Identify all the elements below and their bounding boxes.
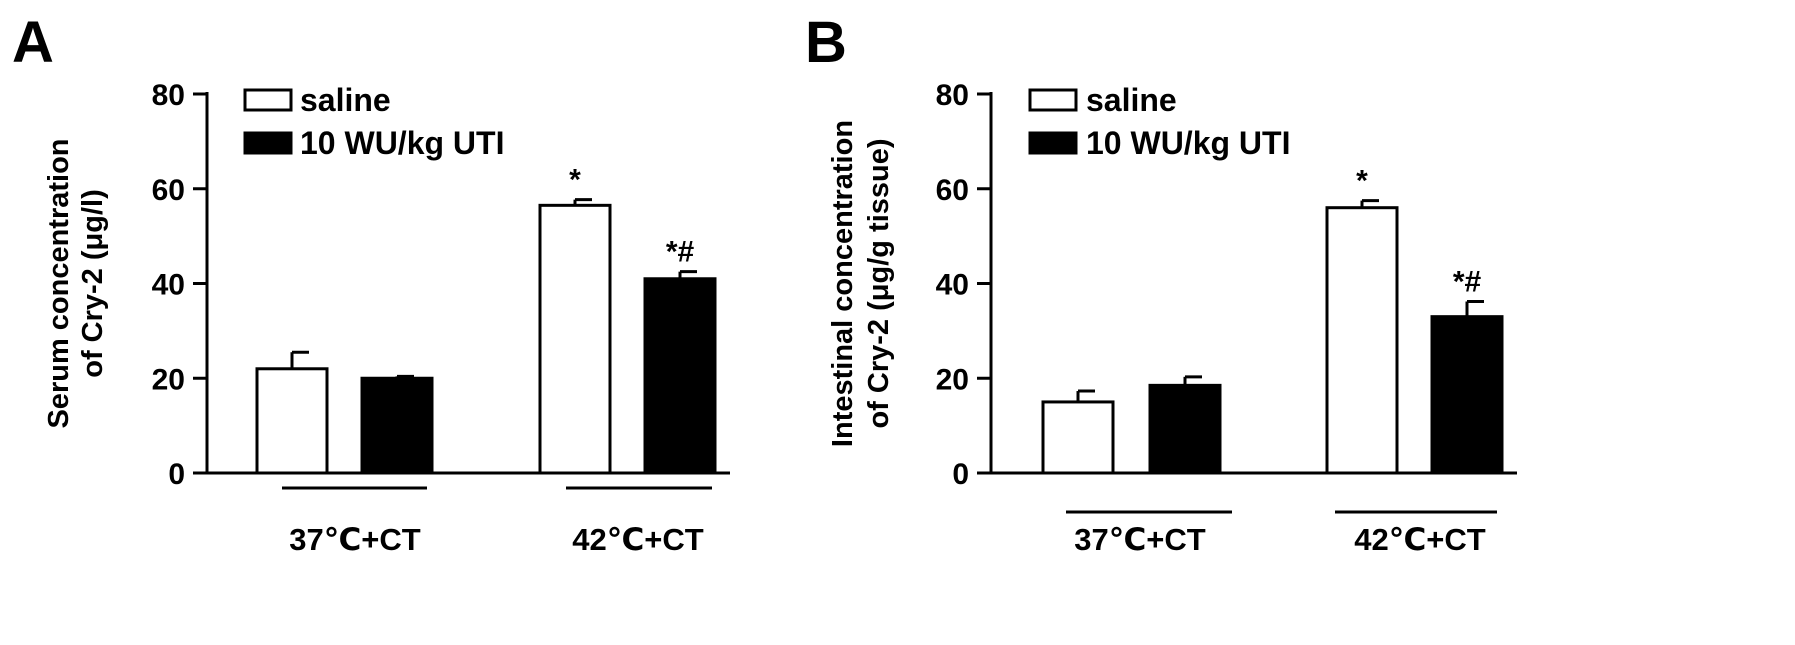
bar <box>1041 400 1115 475</box>
significance-label: *# <box>1453 266 1482 299</box>
significance-label: * <box>1356 165 1368 198</box>
legend-swatch <box>1028 131 1078 155</box>
legend-label: saline <box>300 82 391 118</box>
significance-label: *# <box>666 236 695 269</box>
bar <box>255 367 329 475</box>
bar <box>538 203 612 475</box>
y-tick-label: 40 <box>152 269 185 302</box>
category-label: 37℃+CT <box>1074 522 1206 557</box>
panel-letter: B <box>805 10 847 75</box>
y-tick-label: 80 <box>152 79 185 112</box>
category-label: 42℃+CT <box>572 522 704 557</box>
legend-swatch <box>1028 88 1078 112</box>
y-tick-label: 60 <box>936 174 969 207</box>
y-axis-label-line: Serum concentration <box>43 138 75 428</box>
category-label: 37℃+CT <box>289 522 421 557</box>
legend-swatch <box>243 88 293 112</box>
y-axis-label-line: of Cry-2 (μg/l) <box>77 189 109 378</box>
bar <box>1148 383 1222 475</box>
bar <box>643 277 717 475</box>
y-tick-label: 20 <box>152 363 185 396</box>
significance-label: * <box>569 164 581 197</box>
legend-label: saline <box>1086 82 1177 118</box>
legend-label: 10 WU/kg UTI <box>300 125 504 161</box>
bar <box>1430 315 1504 475</box>
y-tick-label: 0 <box>952 458 969 491</box>
bar <box>1325 206 1399 475</box>
bar <box>360 376 434 475</box>
y-tick-label: 0 <box>168 458 185 491</box>
y-axis-label-line: Intestinal concentration <box>827 120 859 447</box>
y-tick-label: 40 <box>936 269 969 302</box>
y-tick-label: 20 <box>936 363 969 396</box>
legend-swatch <box>243 131 293 155</box>
y-tick-label: 60 <box>152 174 185 207</box>
y-tick-label: 80 <box>936 79 969 112</box>
panel-letter: A <box>12 10 54 75</box>
chart-panel-a: A Serum concentration of Cry-2 (μg/l) 0 20 40… <box>12 10 730 557</box>
category-label: 42℃+CT <box>1354 522 1486 557</box>
legend-label: 10 WU/kg UTI <box>1086 125 1290 161</box>
chart-panel-b: B Intestinal concentration of Cry-2 (μg/g … <box>805 10 1517 557</box>
y-axis-label-line: of Cry-2 (μg/g tissue) <box>863 138 895 428</box>
